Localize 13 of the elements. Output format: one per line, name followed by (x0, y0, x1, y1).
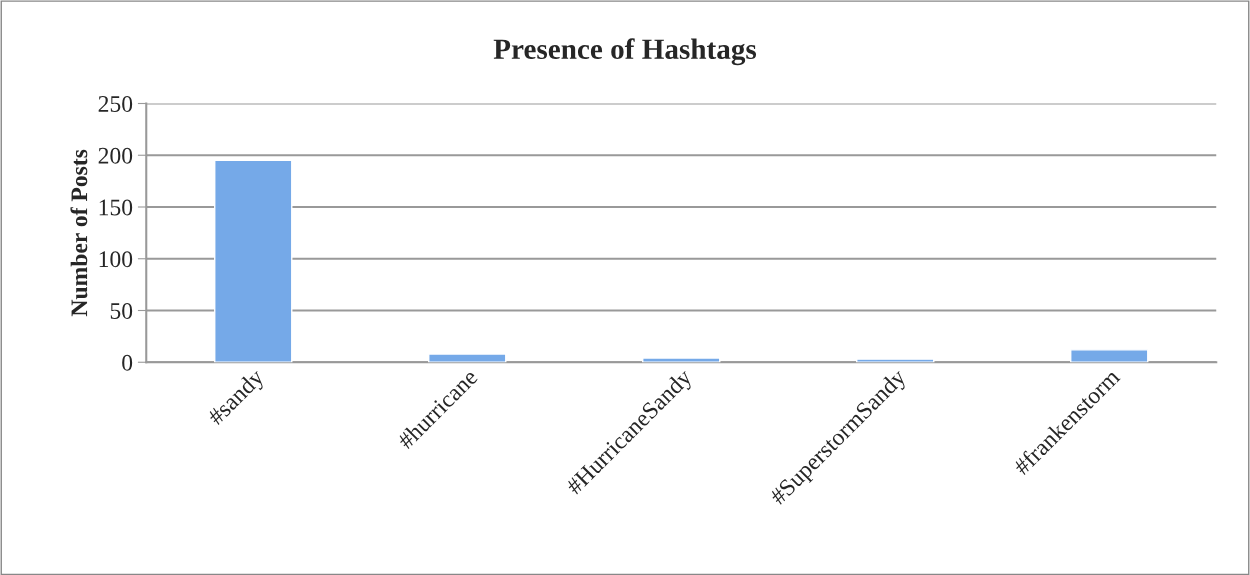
bar (1070, 349, 1149, 363)
chart-title: Presence of Hashtags (493, 38, 757, 66)
bar (856, 358, 935, 363)
bar (214, 159, 293, 363)
y-tick-label: 200 (98, 147, 133, 164)
y-tick-label: 0 (122, 354, 133, 371)
bar (428, 353, 507, 363)
y-axis-title: Number of Posts (70, 149, 88, 317)
y-tick-label: 250 (98, 95, 133, 112)
y-tick-label: 150 (99, 199, 133, 216)
y-tick-label: 100 (99, 251, 133, 268)
y-tick-label: 50 (110, 302, 133, 319)
bar (642, 357, 721, 363)
